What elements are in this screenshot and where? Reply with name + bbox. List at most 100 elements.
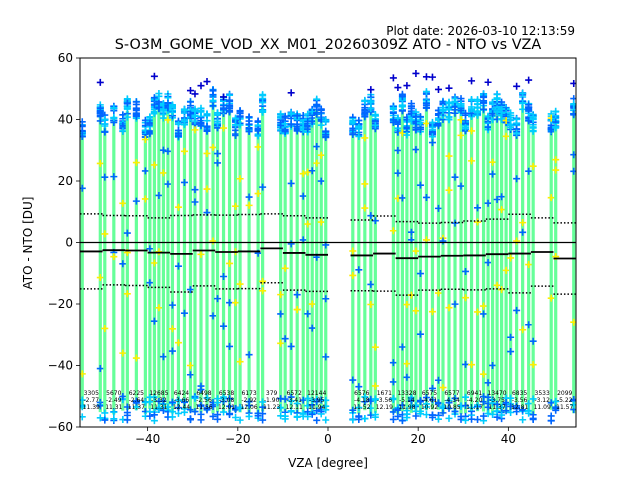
data-point <box>468 415 476 423</box>
data-point <box>525 117 533 125</box>
data-point <box>164 116 172 124</box>
data-point <box>498 206 506 214</box>
data-point <box>259 398 267 406</box>
bin-stat-label: 379 <box>266 390 278 397</box>
data-point <box>507 333 515 341</box>
data-point <box>80 118 86 126</box>
data-point <box>313 101 321 109</box>
data-point <box>110 415 118 423</box>
point-cloud-2-2 <box>143 131 147 414</box>
y-tick-label: −60 <box>48 420 73 434</box>
data-point <box>232 299 240 307</box>
data-point <box>394 114 402 122</box>
data-point <box>110 104 118 112</box>
data-point <box>552 124 560 132</box>
data-point <box>150 259 158 267</box>
data-point <box>371 382 379 390</box>
data-point <box>168 347 176 355</box>
data-point <box>398 343 406 351</box>
data-point <box>101 173 109 181</box>
data-point <box>428 139 436 147</box>
bin-stat-label: -2.49 <box>106 397 122 404</box>
data-point <box>150 72 158 80</box>
data-point <box>570 401 576 409</box>
data-point <box>299 410 307 418</box>
point-cloud-17-3 <box>500 114 504 413</box>
data-point <box>529 361 537 369</box>
data-point <box>322 396 330 404</box>
bin-stat-label: 6173 <box>241 390 256 397</box>
data-point <box>186 415 194 423</box>
data-point <box>484 410 492 418</box>
bin-stat-label: 3533 <box>535 390 550 397</box>
data-point <box>159 397 167 405</box>
data-point <box>191 126 199 134</box>
data-point <box>412 412 420 420</box>
data-point <box>220 272 228 280</box>
point-cloud-10-3 <box>319 121 323 410</box>
data-point <box>349 406 357 414</box>
data-point <box>220 124 228 132</box>
data-point <box>416 330 424 338</box>
data-point <box>141 195 149 203</box>
data-point <box>132 159 140 167</box>
point-cloud-10-4 <box>324 131 328 410</box>
data-point <box>203 405 211 413</box>
data-point <box>304 402 312 410</box>
bin-stat-label: 11.57 <box>556 404 573 411</box>
data-point <box>484 199 492 207</box>
data-point <box>457 182 465 190</box>
point-cloud-5-3 <box>211 101 215 414</box>
point-cloud-11-3 <box>369 106 373 415</box>
point-cloud-20-0 <box>554 122 558 411</box>
data-point <box>313 143 321 151</box>
data-point <box>389 359 397 367</box>
data-point <box>502 132 510 140</box>
data-point <box>214 415 222 423</box>
data-point <box>293 125 301 133</box>
data-point <box>445 404 453 412</box>
data-point <box>489 361 497 369</box>
data-point <box>394 120 402 128</box>
data-point <box>398 194 406 202</box>
data-point <box>480 398 488 406</box>
data-point <box>547 294 555 302</box>
data-point <box>259 287 267 295</box>
data-point <box>197 104 205 112</box>
data-point <box>164 180 172 188</box>
data-point <box>308 396 316 404</box>
data-point <box>180 147 188 155</box>
data-point <box>507 408 515 416</box>
data-point <box>439 402 447 410</box>
data-point <box>110 173 118 181</box>
data-point <box>287 408 295 416</box>
data-point <box>457 116 465 124</box>
data-point <box>525 167 533 175</box>
point-cloud-3-3 <box>161 114 166 409</box>
data-point <box>168 413 176 421</box>
data-point <box>281 128 289 136</box>
data-point <box>159 169 167 177</box>
x-axis-label: VZA [degree] <box>288 456 368 470</box>
data-point <box>226 96 234 104</box>
data-point <box>502 266 510 274</box>
data-point <box>245 351 253 359</box>
data-point <box>489 158 497 166</box>
data-point <box>529 337 537 345</box>
data-point <box>552 404 560 412</box>
data-point <box>281 395 289 403</box>
data-point <box>547 125 555 133</box>
x-tick-label: −20 <box>225 432 250 446</box>
data-point <box>445 152 453 160</box>
data-point <box>203 78 211 86</box>
point-cloud-7-1 <box>247 125 251 414</box>
data-point <box>174 262 182 270</box>
data-point <box>141 135 149 143</box>
data-point <box>174 203 182 211</box>
data-point <box>174 120 182 128</box>
data-point <box>287 397 295 405</box>
data-point <box>313 407 321 415</box>
data-point <box>313 398 321 406</box>
point-cloud-0-1 <box>98 116 102 413</box>
data-point <box>287 89 295 97</box>
